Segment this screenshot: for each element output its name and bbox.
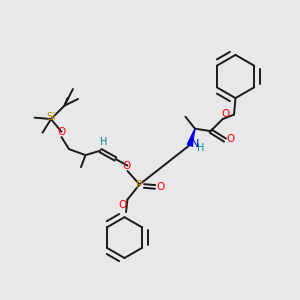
Text: P: P xyxy=(136,179,143,190)
Text: O: O xyxy=(221,109,229,119)
Text: O: O xyxy=(156,182,165,192)
Text: O: O xyxy=(57,127,66,137)
Text: O: O xyxy=(122,160,130,171)
Text: N: N xyxy=(191,139,199,149)
Text: O: O xyxy=(226,134,235,144)
Text: H: H xyxy=(197,142,205,153)
Polygon shape xyxy=(187,129,195,146)
Text: Si: Si xyxy=(46,112,56,122)
Text: H: H xyxy=(100,136,107,147)
Text: O: O xyxy=(118,200,127,210)
